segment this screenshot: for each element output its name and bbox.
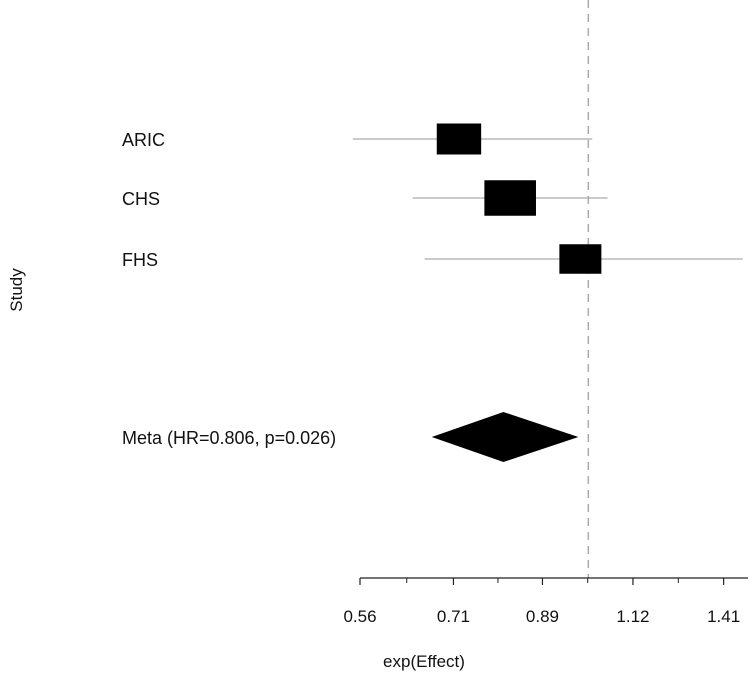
- y-axis-title: Study: [7, 268, 26, 312]
- study-label: FHS: [122, 250, 158, 270]
- effect-box: [436, 123, 482, 155]
- effect-box: [484, 180, 536, 216]
- meta-diamond: [431, 412, 579, 462]
- study-label: CHS: [122, 189, 160, 209]
- x-tick-label: 0.89: [526, 607, 559, 626]
- study-rows: ARIC CHS FHS: [122, 123, 743, 274]
- x-tick-label: 0.56: [343, 607, 376, 626]
- effect-box: [559, 244, 602, 274]
- x-tick-label: 0.71: [437, 607, 470, 626]
- x-tick-label: 1.12: [616, 607, 649, 626]
- study-label: ARIC: [122, 130, 165, 150]
- x-axis-title: exp(Effect): [383, 652, 465, 671]
- x-axis: 0.56 0.71 0.89 1.12 1.41: [343, 577, 748, 626]
- meta-label: Meta (HR=0.806, p=0.026): [122, 428, 336, 448]
- x-tick-label: 1.41: [707, 607, 740, 626]
- meta-row: Meta (HR=0.806, p=0.026): [122, 412, 579, 462]
